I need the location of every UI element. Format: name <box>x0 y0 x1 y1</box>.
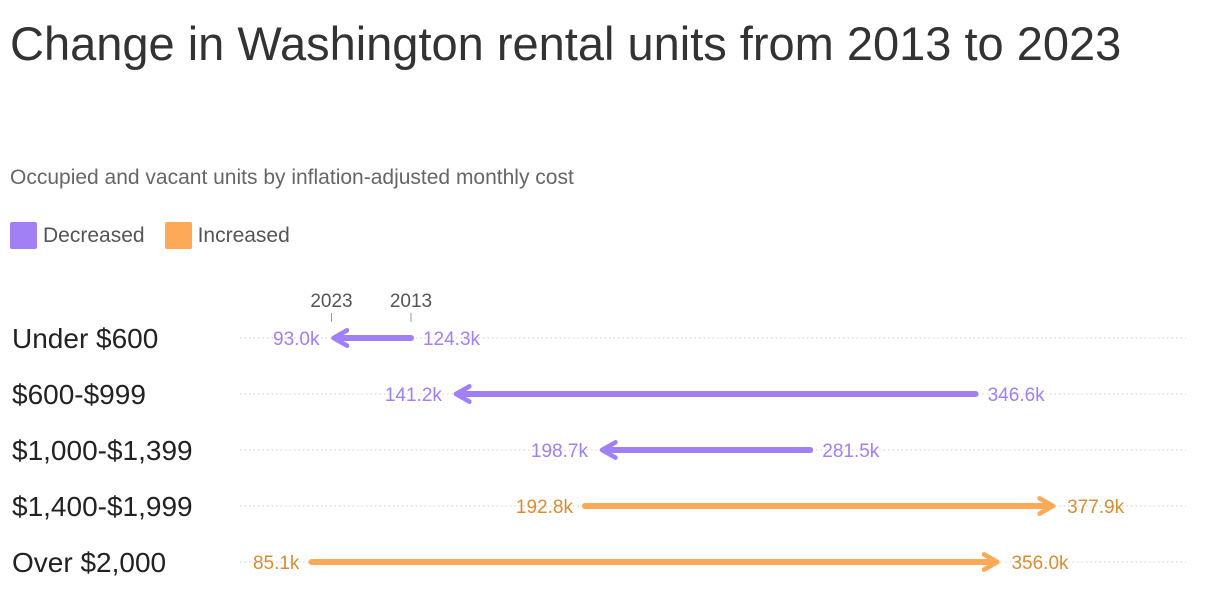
legend-label-decreased: Decreased <box>43 223 145 247</box>
category-label-over-2-000: Over $2,000 <box>12 547 166 578</box>
label-2013-under-600: 124.3k <box>423 329 481 350</box>
legend-label-increased: Increased <box>197 223 290 247</box>
category-label-under-600: Under $600 <box>12 323 158 354</box>
label-2023-under-600: 93.0k <box>273 329 320 350</box>
year-label-2023: 2023 <box>310 291 352 312</box>
category-label-1-400-1-999: $1,400-$1,999 <box>12 491 193 522</box>
label-2013-600-999: 346.6k <box>988 385 1046 406</box>
legend-item-decreased: Decreased <box>10 222 145 249</box>
legend: Decreased Increased <box>10 222 310 249</box>
label-2023-over-2-000: 356.0k <box>1011 553 1069 574</box>
arrow-chart: 2023 2013 Under $600 124.3k 93.0k $600-$999 34… <box>12 291 1186 578</box>
legend-item-increased: Increased <box>164 222 290 249</box>
label-2013-1-000-1-399: 281.5k <box>822 441 880 462</box>
legend-swatch-increased <box>164 222 192 249</box>
label-2023-1-400-1-999: 377.9k <box>1067 497 1125 518</box>
year-label-2013: 2013 <box>390 291 432 312</box>
label-2013-over-2-000: 85.1k <box>253 553 300 574</box>
category-label-1-000-1-399: $1,000-$1,399 <box>12 435 193 466</box>
category-label-600-999: $600-$999 <box>12 379 146 410</box>
chart-title: Change in Washington rental units from 2… <box>10 17 1122 70</box>
chart-subtitle: Occupied and vacant units by inflation-a… <box>10 166 574 189</box>
label-2023-1-000-1-399: 198.7k <box>531 441 589 462</box>
label-2023-600-999: 141.2k <box>385 385 443 406</box>
legend-swatch-decreased <box>10 222 37 249</box>
label-2013-1-400-1-999: 192.8k <box>516 497 574 518</box>
